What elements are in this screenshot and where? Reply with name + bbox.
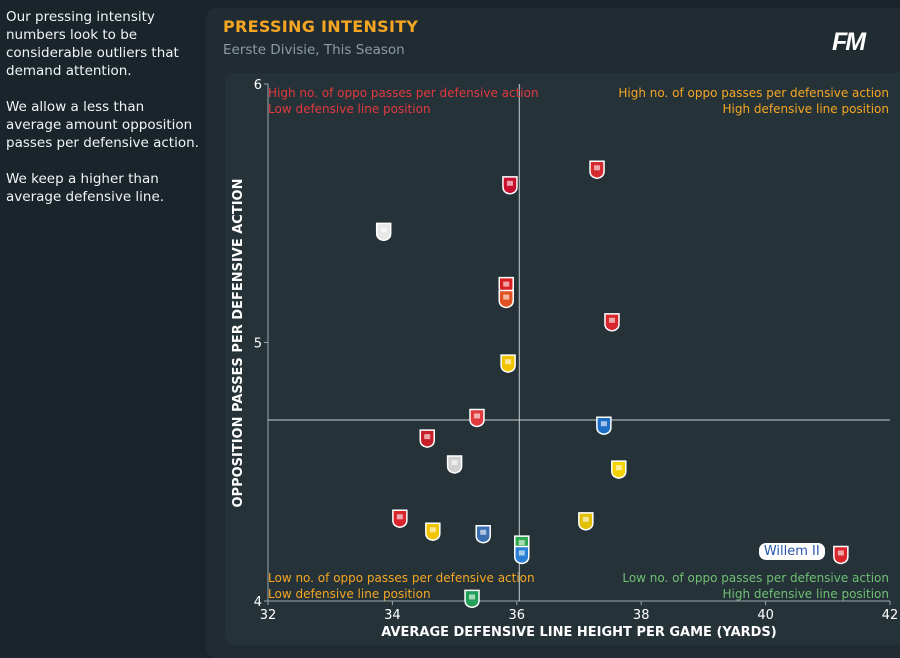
y-tick-label: 6 [254,78,262,93]
quadrant-top-left-line2: Low defensive line position [268,102,431,116]
team-badge-point[interactable] [498,289,514,309]
quadrant-bottom-right-line2: High defensive line position [723,587,890,601]
team-badge-point[interactable] [375,222,392,242]
team-badge-point[interactable] [392,509,408,529]
team-badge-point[interactable] [611,460,627,479]
team-badge-point[interactable] [464,589,480,609]
x-tick-label: 40 [757,608,774,623]
team-badge-point[interactable] [469,408,485,428]
note-3: We keep a higher than average defensive … [6,171,165,205]
quadrant-top-right-line2: High defensive line position [723,102,890,116]
chart-title: PRESSING INTENSITY [223,17,419,36]
team-badge-point[interactable] [500,354,516,373]
team-badge-point[interactable] [604,313,620,332]
quadrant-bottom-left-line1: Low no. of oppo passes per defensive act… [268,571,535,585]
x-axis-label: AVERAGE DEFENSIVE LINE HEIGHT PER GAME (… [381,625,777,640]
x-tick-label: 42 [882,608,899,623]
y-axis-label: OPPOSITION PASSES PER DEFENSIVE ACTION [231,179,246,508]
chart-subtitle: Eerste Divisie, This Season [223,42,405,58]
x-tick-label: 32 [260,608,277,623]
y-tick-label: 4 [254,595,262,610]
team-badge-point[interactable] [446,455,463,474]
quadrant-top-right-line1: High no. of oppo passes per defensive ac… [618,86,889,100]
x-tick-label: 36 [509,608,526,623]
insight-notes: Our pressing intensity numbers look to b… [6,8,201,224]
note-1: Our pressing intensity numbers look to b… [6,9,179,79]
fm-logo: FM [832,28,866,56]
y-tick-label: 5 [254,337,262,352]
team-badge-point[interactable] [833,545,849,565]
team-badge-point[interactable] [578,512,594,531]
quadrant-bottom-right-line1: Low no. of oppo passes per defensive act… [622,571,889,585]
team-badge-point[interactable] [502,176,518,195]
x-tick-label: 34 [384,608,401,623]
quadrant-top-left-line1: High no. of oppo passes per defensive ac… [268,86,539,100]
team-badge-point[interactable] [596,416,612,435]
highlight-team-label: Willem II [758,543,825,561]
team-badge-point[interactable] [425,522,441,541]
team-badge-point[interactable] [589,160,605,180]
team-badge-point[interactable] [419,429,435,448]
quadrant-bottom-left-line2: Low defensive line position [268,587,431,601]
note-2: We allow a less than average amount oppo… [6,99,199,151]
team-badge-point[interactable] [475,525,491,544]
x-tick-label: 38 [633,608,650,623]
team-badge-point[interactable] [514,545,530,565]
